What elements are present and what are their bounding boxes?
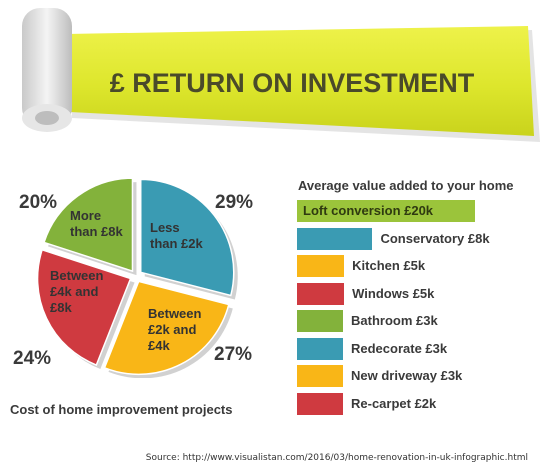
pct-label-4k-to-8k: 24% (13, 348, 51, 370)
bar-row: Windows £5k (297, 283, 537, 305)
pct-label-more-than-8k: 20% (19, 192, 57, 214)
bar-row: Kitchen £5k (297, 255, 537, 277)
pct-label-less-than-2k: 29% (215, 192, 253, 214)
title-banner: £ RETURN ON INVESTMENT (0, 0, 540, 150)
bar-label: Kitchen £5k (352, 258, 425, 273)
bar-row: Re-carpet £2k (297, 393, 537, 415)
bar-row: Loft conversion £20k (297, 200, 537, 222)
bar-label: Windows £5k (352, 286, 434, 301)
pie-chart-title: Cost of home improvement projects (10, 402, 232, 417)
bar-label: Loft conversion £20k (303, 203, 433, 218)
bar (297, 228, 372, 250)
bar-label: Redecorate £3k (351, 341, 447, 356)
pct-label-2k-to-4k: 27% (214, 344, 252, 366)
bar-row: Conservatory £8k (297, 228, 537, 250)
source-credit: Source: http://www.visualistan.com/2016/… (146, 453, 528, 463)
bar-row: New driveway £3k (297, 365, 537, 387)
roll-hole (35, 111, 59, 125)
bar-label: Bathroom £3k (351, 313, 438, 328)
bar-label: Conservatory £8k (380, 231, 489, 246)
bar-label: Re-carpet £2k (351, 396, 436, 411)
bar (297, 283, 344, 305)
bar (297, 255, 344, 277)
bar-row: Redecorate £3k (297, 338, 537, 360)
bar-chart: Loft conversion £20k Conservatory £8k Kitc… (297, 200, 537, 420)
bar-row: Bathroom £3k (297, 310, 537, 332)
bar (297, 338, 343, 360)
banner-title: £ RETURN ON INVESTMENT (110, 68, 475, 98)
bar-chart-title: Average value added to your home (298, 178, 514, 193)
bar-label: New driveway £3k (351, 368, 462, 383)
bar (297, 310, 343, 332)
bar (297, 393, 343, 415)
bar (297, 365, 343, 387)
